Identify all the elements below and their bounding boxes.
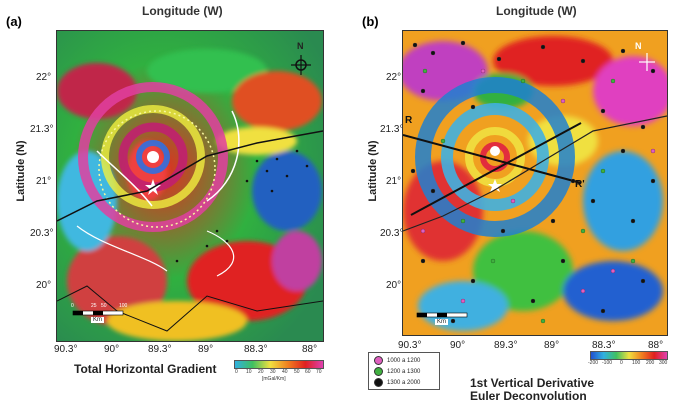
panel-b-derivative-map: [403, 31, 667, 335]
panel-b-colorbar-tick: -200: [588, 360, 599, 366]
panel-a-colorbar: [234, 360, 324, 369]
panel-a-colorbar-tick: 70: [316, 369, 322, 375]
panel-a-scale-tick: 50: [101, 303, 107, 309]
panel-a-lon-tick: 90.3°: [54, 344, 78, 355]
legend-label: 1300 a 2000: [387, 380, 421, 387]
north-arrow-icon: [639, 53, 655, 71]
panel-b-lon-tick: 89°: [544, 340, 560, 351]
panel-a-lat-tick: 20°: [36, 280, 52, 291]
panel-a-colorbar-tick: 30: [270, 369, 276, 375]
panel-b-lat-tick: 20°: [386, 280, 402, 291]
panel-b-top-title: Longitude (W): [496, 4, 577, 18]
euler-depth-legend: 1000 a 1200 1200 a 1300 1300 a 2000: [368, 352, 440, 390]
panel-b-colorbar-tick: 300: [659, 360, 668, 366]
panel-a-ylabel: Latitude (N): [15, 140, 27, 202]
panel-b-north-label: N: [635, 41, 642, 51]
euler-solutions: [410, 40, 656, 324]
profile-line: [403, 134, 582, 184]
panel-a-colorbar-tick: 0: [235, 369, 238, 375]
legend-item: 1000 a 1200: [374, 356, 420, 365]
legend-item: 1200 a 1300: [374, 367, 420, 376]
panel-a-lon-tick: 90°: [104, 344, 120, 355]
panel-a-colorbar-unit: [mGal/Km]: [262, 376, 286, 382]
panel-a-colorbar-tick: 60: [305, 369, 311, 375]
legend-swatch: [374, 378, 383, 387]
panel-b-lon-tick: 89.3°: [494, 340, 518, 351]
panel-b-colorbar-tick: -100: [602, 360, 613, 366]
panel-a-north-label: N: [297, 41, 304, 51]
panel-b-lat-tick: 22°: [386, 72, 402, 83]
profile-line: [410, 122, 582, 216]
panel-a-lon-tick: 89°: [198, 344, 214, 355]
panel-a-lon-tick: 88.3°: [244, 344, 268, 355]
scale-bar: [416, 312, 468, 318]
panel-a-lat-tick: 21.3°: [30, 124, 54, 135]
legend-label: 1200 a 1300: [387, 369, 421, 376]
panel-b-colorbar-tick: 200: [646, 360, 655, 366]
panel-b-colorbar-tick: 100: [632, 360, 641, 366]
legend-item: 1300 a 2000: [374, 378, 420, 387]
scale-bar: [72, 310, 124, 316]
panel-b-caption-line1: 1st Vertical Derivative: [470, 376, 595, 390]
panel-a-lon-tick: 88°: [302, 344, 318, 355]
star-marker: [488, 179, 502, 192]
panel-a-lat-tick: 22°: [36, 72, 52, 83]
panel-b-lon-tick: 88.3°: [592, 340, 616, 351]
panel-a-scale-km: Km: [91, 317, 104, 323]
panel-a-top-title: Longitude (W): [142, 4, 223, 18]
panel-a-colorbar-tick: 50: [294, 369, 300, 375]
panel-a-lon-tick: 89.3°: [148, 344, 172, 355]
panel-a-scale-tick: 25: [91, 303, 97, 309]
panel-a-colorbar-tick: 20: [258, 369, 264, 375]
panel-a-letter: (a): [6, 14, 22, 29]
profile-label-r-prime: R': [575, 179, 585, 190]
panel-a-scale-tick: 0: [71, 303, 74, 309]
panel-a-gradient-map: [57, 31, 323, 341]
panel-b-lon-tick: 88°: [648, 340, 664, 351]
panel-b-scale-km: Km: [435, 319, 448, 325]
panel-b-lat-tick: 21°: [386, 176, 402, 187]
panel-b-lon-tick: 90°: [450, 340, 466, 351]
panel-b-ylabel: Latitude (N): [367, 140, 379, 202]
legend-label: 1000 a 1200: [387, 358, 421, 365]
panel-b-lon-tick: 90.3°: [398, 340, 422, 351]
panel-b-colorbar: [590, 351, 668, 360]
panel-b-map: N R R' Km: [402, 30, 668, 336]
panel-a-map: N Km 0 25 50 100: [56, 30, 324, 342]
panel-a-caption: Total Horizontal Gradient: [74, 362, 217, 376]
panel-a-lat-tick: 20.3°: [30, 228, 54, 239]
panel-b-lat-tick: 20.3°: [380, 228, 404, 239]
crater-center-marker: [147, 151, 159, 163]
north-arrow-icon: [291, 55, 311, 75]
profile-label-r: R: [405, 115, 413, 126]
legend-swatch: [374, 356, 383, 365]
panel-a-colorbar-tick: 10: [246, 369, 252, 375]
crater-center-marker: [490, 146, 500, 156]
panel-b-letter: (b): [362, 14, 379, 29]
panel-a-scale-tick: 100: [119, 303, 128, 309]
panel-b-colorbar-tick: 0: [620, 360, 623, 366]
panel-a-colorbar-tick: 40: [282, 369, 288, 375]
legend-swatch: [374, 367, 383, 376]
panel-b-lat-tick: 21.3°: [380, 124, 404, 135]
panel-b-caption-line2: Euler Deconvolution: [470, 389, 587, 403]
panel-a-lat-tick: 21°: [36, 176, 52, 187]
